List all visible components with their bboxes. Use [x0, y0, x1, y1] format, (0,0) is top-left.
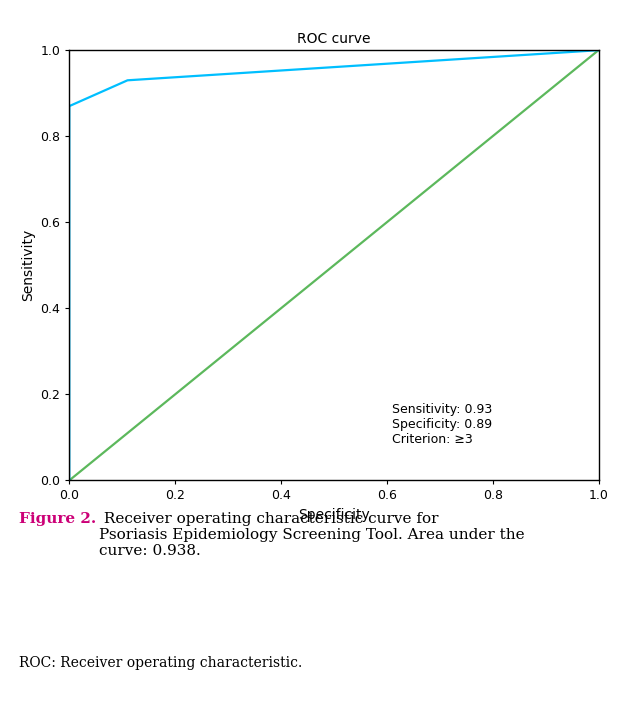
Text: Figure 2.: Figure 2.: [19, 512, 96, 526]
Text: ROC: Receiver operating characteristic.: ROC: Receiver operating characteristic.: [19, 656, 302, 670]
Text: Receiver operating characteristic curve for
Psoriasis Epidemiology Screening Too: Receiver operating characteristic curve …: [99, 512, 524, 559]
Text: Sensitivity: 0.93
Specificity: 0.89
Criterion: ≥3: Sensitivity: 0.93 Specificity: 0.89 Crit…: [392, 403, 493, 446]
Y-axis label: Sensitivity: Sensitivity: [21, 229, 35, 301]
X-axis label: Specificity: Specificity: [298, 508, 370, 522]
Title: ROC curve: ROC curve: [297, 32, 370, 46]
